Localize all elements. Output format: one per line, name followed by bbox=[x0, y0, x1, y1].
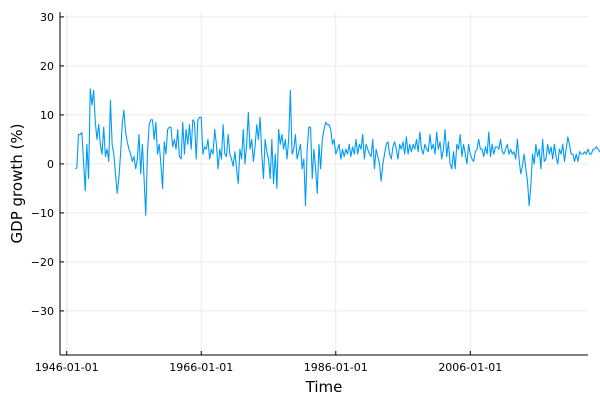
x-axis-title: Time bbox=[305, 378, 343, 396]
y-tick-label: −30 bbox=[31, 305, 54, 318]
x-tick-label: 1946-01-01 bbox=[35, 361, 99, 374]
gdp-growth-line bbox=[74, 88, 600, 216]
x-tick-label: 1986-01-01 bbox=[304, 361, 368, 374]
y-tick-label: 30 bbox=[40, 11, 54, 24]
axes bbox=[59, 12, 588, 356]
x-tick-label: 1966-01-01 bbox=[169, 361, 233, 374]
y-tick-label: 20 bbox=[40, 60, 54, 73]
y-tick-label: 10 bbox=[40, 109, 54, 122]
x-tick-label: 2006-01-01 bbox=[438, 361, 502, 374]
y-tick-label: −10 bbox=[31, 207, 54, 220]
y-tick-label: −20 bbox=[31, 256, 54, 269]
y-tick-label: 0 bbox=[47, 158, 54, 171]
y-axis-title: GDP growth (%) bbox=[8, 124, 26, 244]
grid bbox=[60, 12, 588, 355]
series bbox=[74, 88, 600, 216]
ticks: −30 −20 −10 0 10 20 30 1946-01-01 1966-01-01 1986… bbox=[31, 11, 502, 374]
